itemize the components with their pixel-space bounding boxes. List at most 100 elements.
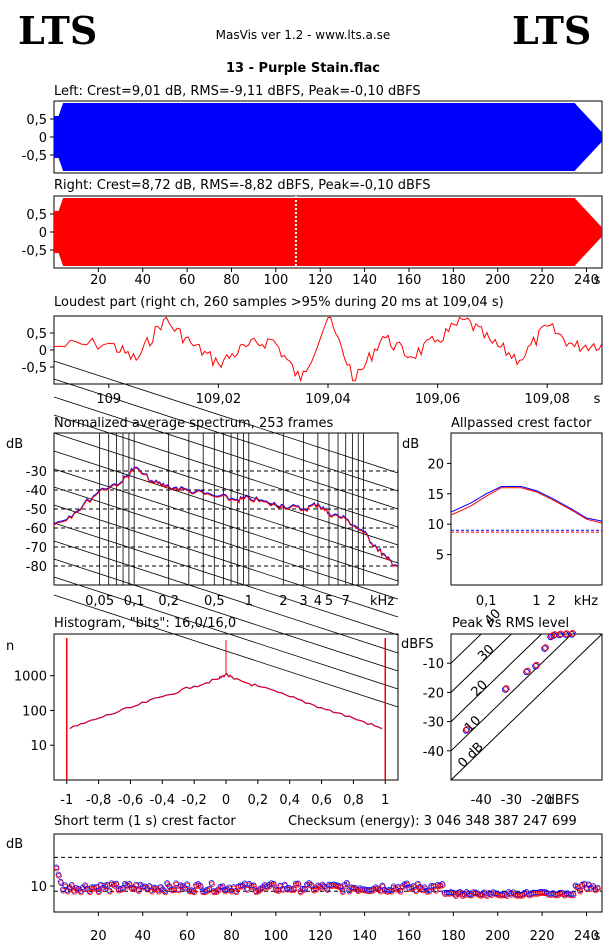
histogram-x-label: 0 [222, 793, 230, 808]
short-term-x-label: 60 [179, 929, 196, 944]
histogram-x-label: -0,8 [86, 793, 111, 808]
pvr-diagonal-label: 20 [469, 678, 491, 700]
left-waveform-title: Left: Crest=9,01 dB, RMS=-9,11 dBFS, Pea… [54, 84, 421, 99]
right-waveform-y-label: -0,5 [22, 244, 47, 259]
histogram-line-right [69, 673, 383, 730]
short-term-point-right [324, 887, 331, 893]
pvr-frame [450, 633, 603, 781]
short-term-point-right [56, 873, 62, 879]
short-term-point-right [300, 887, 306, 893]
pvr-diagonal [450, 633, 482, 664]
short-term-point-right [120, 886, 127, 893]
pvr-diagonal [450, 633, 603, 781]
pvr-xlabel: dBFS [547, 793, 580, 808]
loudest-part-x-label: 109,06 [415, 392, 461, 407]
short-term-point-right [439, 882, 446, 889]
short-term-point-right [218, 884, 224, 891]
pvr-diagonal [450, 633, 542, 722]
short-term-point-right [344, 881, 351, 888]
pvr-point-right [503, 685, 510, 692]
right-waveform-x-label: 120 [308, 273, 333, 288]
histogram-y-label: 1000 [14, 670, 47, 685]
short-term-point-right [426, 888, 433, 895]
left-waveform-y-label: 0 [39, 131, 47, 146]
short-term-x-label: 140 [352, 929, 377, 944]
spectrum-x-label: 3 [299, 594, 307, 609]
loudest-part-x-label: 109,02 [196, 392, 242, 407]
loudest-part-y-label: -0,5 [22, 361, 47, 376]
loudest-part-frame [53, 315, 603, 385]
spectrum-y-label: -70 [26, 541, 47, 556]
histogram-x-label: -1 [60, 793, 73, 808]
short-term-point-right [244, 887, 251, 893]
allpassed-y-label: 10 [427, 518, 444, 533]
histogram-x-label: 1 [381, 793, 389, 808]
right-waveform-x-label: 100 [263, 273, 288, 288]
pvr-diagonal [450, 633, 573, 752]
spectrum-x-label: 0,2 [158, 594, 179, 609]
right-waveform-x-label: 200 [485, 273, 510, 288]
histogram-x-label: -0,6 [118, 793, 143, 808]
allpassed-frame [450, 432, 603, 586]
right-waveform-x-label: 20 [90, 273, 107, 288]
short-term-point-right [404, 881, 411, 888]
pvr-point-right [533, 661, 540, 669]
short-term-y-label: 10 [30, 880, 47, 895]
pvr-point-left [541, 645, 548, 652]
short-term-x-label: 100 [263, 929, 288, 944]
pvr-x-label: -40 [471, 793, 492, 808]
allpassed-x-label: 1 [532, 594, 540, 609]
histogram-title: Histogram, "bits": 16,0/16,0 [54, 616, 236, 631]
short-term-point-right [162, 889, 169, 896]
histogram-x-label: 0,4 [279, 793, 300, 808]
spectrum-y-label: -30 [26, 465, 47, 480]
short-term-x-label: 20 [90, 929, 107, 944]
spectrum-x-label: 4 [314, 594, 322, 609]
short-term-point-right [102, 883, 109, 890]
checksum-text: Checksum (energy): 3 046 348 387 247 699 [288, 814, 577, 829]
pvr-ylabel: dBFS [401, 637, 434, 652]
pvr-y-label: -20 [423, 686, 444, 701]
loudest-part-x-label: 109 [96, 392, 121, 407]
loudest-part-title: Loudest part (right ch, 260 samples >95%… [54, 295, 504, 310]
spectrum-y-label: -40 [26, 484, 47, 499]
histogram-x-label: 0,6 [311, 793, 332, 808]
short-term-point-right [302, 887, 309, 893]
short-term-point-right [424, 889, 431, 895]
spectrum-line-left [53, 466, 399, 567]
histogram-y-label: 10 [30, 739, 47, 754]
short-term-point-right [380, 883, 386, 890]
left-waveform-area [54, 103, 602, 171]
short-term-frame [53, 833, 603, 913]
short-term-point-right [397, 889, 404, 895]
spectrum-slope-line [53, 486, 399, 600]
loudest-part-line [53, 316, 603, 383]
pvr-diagonal-label: 30 [475, 642, 497, 664]
peak-vs-rms-title: Peak vs RMS level [452, 616, 569, 631]
left-waveform-y-label: -0,5 [22, 149, 47, 164]
short-term-point-right [191, 889, 198, 896]
right-waveform-x-label: 160 [397, 273, 422, 288]
short-term-point-right [93, 885, 100, 891]
pvr-point-right [463, 726, 471, 733]
allpassed-x-label: 0,1 [476, 594, 497, 609]
spectrum-y-label: -50 [26, 503, 47, 518]
allpassed-y-label: 15 [427, 488, 444, 503]
right-waveform-x-label: 80 [223, 273, 240, 288]
short-term-point-right [169, 887, 175, 894]
spectrum-x-label: 0,1 [124, 594, 145, 609]
spectrum-slope-line [53, 576, 399, 690]
short-term-x-label: 200 [485, 929, 510, 944]
spectrum-y-label: -80 [26, 560, 47, 575]
short-term-point-right [428, 884, 435, 891]
allpassed-title: Allpassed crest factor [451, 416, 592, 431]
allpassed-series-1 [450, 487, 603, 524]
short-term-point-right [433, 888, 439, 894]
short-term-x-label: 180 [441, 929, 466, 944]
short-term-point-right [184, 882, 191, 889]
short-term-point-right [595, 885, 601, 892]
pvr-diagonal-label: 0 dB [455, 740, 487, 772]
loudest-part-x-label: 109,08 [524, 392, 570, 407]
right-waveform-x-label: 220 [530, 273, 555, 288]
